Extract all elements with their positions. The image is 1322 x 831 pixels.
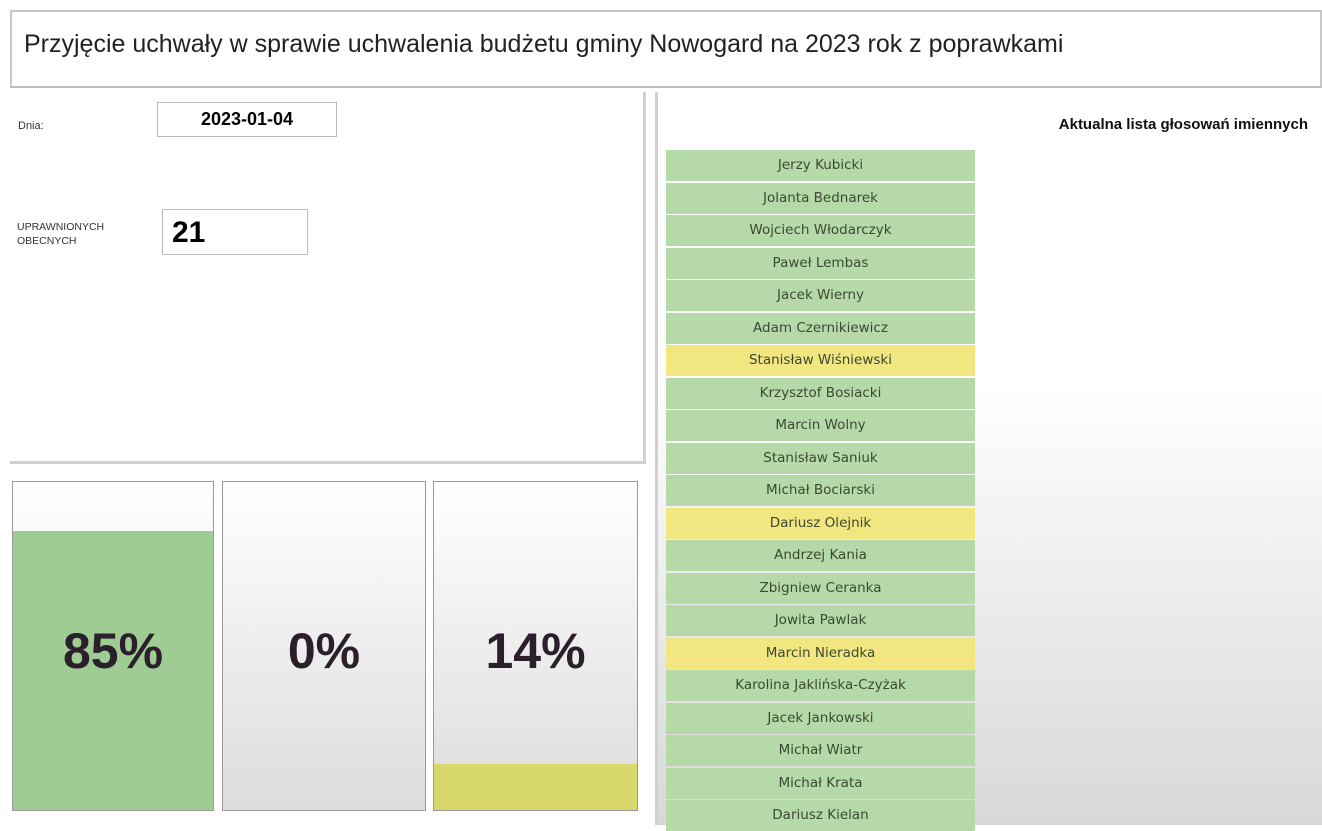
vote-fill [13,531,213,810]
vote-percent: 0% [287,623,361,679]
vote-percent: 85% [62,623,164,679]
eligible-label: UPRAWNIONYCH [17,221,105,233]
list-title: Aktualna lista głosowań imiennych [1058,116,1308,133]
member-row: Michał Krata [666,767,975,799]
vote-box: 14% [433,481,638,811]
member-row: Jacek Jankowski [666,702,975,734]
member-row: Dariusz Olejnik [666,507,975,539]
info-panel: Dnia: 2023-01-04 UPRAWNIONYCH OBECNYCH 2… [10,92,646,464]
list-panel: Aktualna lista głosowań imiennych Jerzy … [655,92,1322,831]
member-row: Jerzy Kubicki [666,150,975,181]
vote-box: 85% [12,481,214,811]
date-label: Dnia: [18,120,44,132]
present-field: 21 [162,209,308,255]
member-row: Adam Czernikiewicz [666,312,975,344]
member-row: Jowita Pawlak [666,605,975,636]
title-bar: Przyjęcie uchwały w sprawie uchwalenia b… [10,10,1322,88]
present-label: OBECNYCH [17,235,77,247]
member-row: Stanisław Saniuk [666,442,975,474]
member-row: Paweł Lembas [666,247,975,279]
member-row: Jacek Wierny [666,280,975,311]
member-row: Wojciech Włodarczyk [666,215,975,246]
member-row: Jolanta Bednarek [666,182,975,214]
member-row: Andrzej Kania [666,540,975,571]
member-row: Michał Bociarski [666,475,975,506]
title: Przyjęcie uchwały w sprawie uchwalenia b… [24,30,1064,58]
member-row: Dariusz Kielan [666,800,975,831]
member-row: Marcin Wolny [666,410,975,441]
vote-box: 0% [222,481,426,811]
member-row: Zbigniew Ceranka [666,572,975,604]
member-row: Karolina Jaklińska-Czyżak [666,670,975,701]
member-row: Krzysztof Bosiacki [666,377,975,409]
member-row: Stanisław Wiśniewski [666,345,975,376]
vote-fill [434,764,637,810]
member-row: Michał Wiatr [666,735,975,766]
list-header [658,92,1322,148]
date-field: 2023-01-04 [157,102,337,137]
vote-percent: 14% [485,623,586,679]
member-row: Marcin Nieradka [666,637,975,669]
